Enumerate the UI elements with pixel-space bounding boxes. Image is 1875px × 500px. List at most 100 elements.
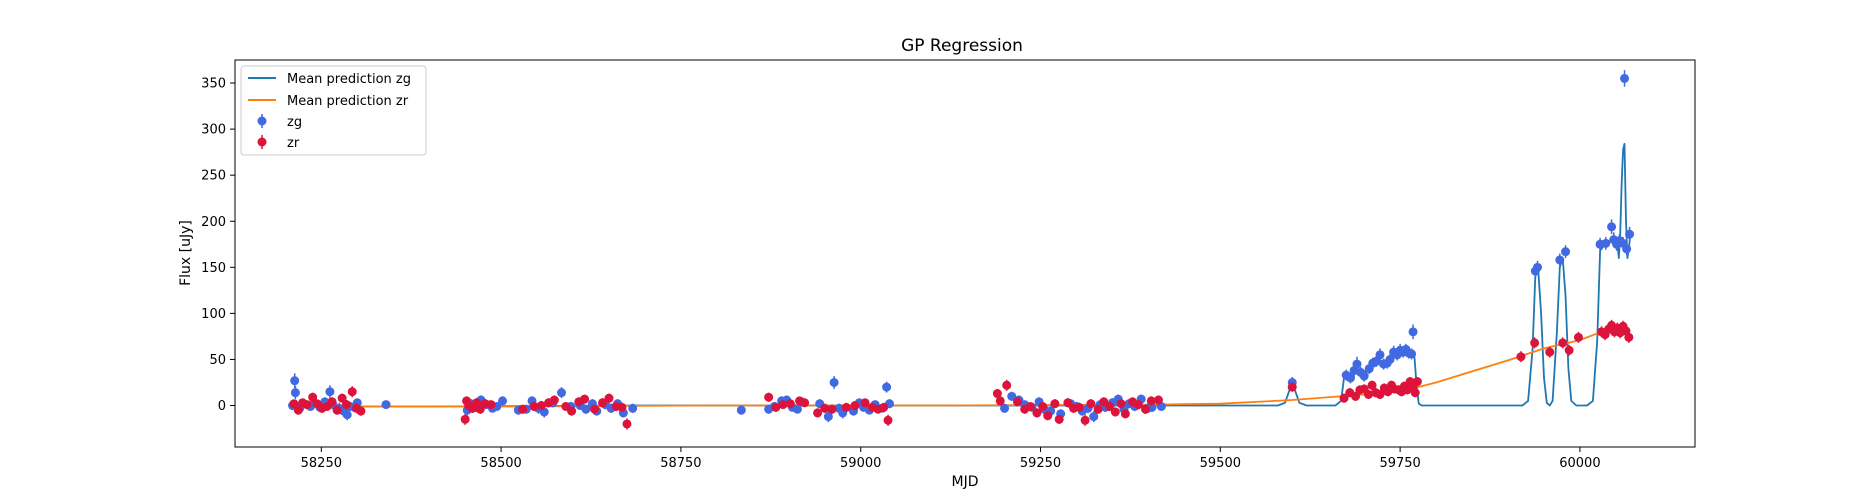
data-point-zr (341, 400, 351, 410)
data-point-zg (1607, 222, 1617, 232)
data-point-zr (598, 398, 608, 408)
data-point-zr (308, 392, 318, 402)
data-point-zr (529, 401, 539, 411)
data-point-zg (1555, 255, 1565, 265)
data-point-zg (290, 376, 300, 386)
y-tick-label: 50 (209, 353, 226, 368)
data-point-zr (580, 394, 590, 404)
data-point-zr (785, 399, 795, 409)
legend: Mean prediction zg Mean prediction zr zg… (240, 65, 427, 156)
data-point-zg (1407, 349, 1417, 359)
data-point-zr (820, 403, 830, 413)
x-tick-label: 58250 (301, 456, 342, 471)
data-point-zr (1086, 399, 1096, 409)
axis-ticks: 58250 58500 58750 59000 59250 59500 59750 60000… (201, 77, 1600, 471)
data-point-zg (1561, 247, 1571, 257)
data-point-zg (557, 388, 567, 398)
data-point-zr (460, 414, 470, 424)
data-point-zr (1339, 393, 1349, 403)
data-point-zr (518, 404, 528, 414)
data-point-zr (327, 397, 337, 407)
x-tick-label: 59000 (840, 456, 881, 471)
data-point-zg (1408, 327, 1418, 337)
data-point-zr (1375, 389, 1385, 399)
data-point-zg (498, 396, 508, 406)
data-point-zr (1363, 389, 1373, 399)
legend-label-mean-zr: Mean prediction zr (287, 94, 409, 109)
data-point-zg (1620, 73, 1630, 83)
data-point-zr (841, 402, 851, 412)
data-point-zr (1080, 415, 1090, 425)
y-tick-label: 300 (201, 123, 226, 138)
data-point-zr (992, 389, 1002, 399)
data-point-zg (1622, 244, 1632, 254)
data-point-zr (800, 398, 810, 408)
data-point-zr (1516, 352, 1526, 362)
data-point-zr (1564, 345, 1574, 355)
data-point-zr (995, 396, 1005, 406)
y-axis-label: Flux [uJy] (178, 220, 194, 286)
data-point-zg (325, 387, 335, 397)
data-point-zr (1025, 401, 1035, 411)
data-point-zg (381, 400, 391, 410)
data-point-zr (293, 405, 303, 415)
x-tick-label: 59250 (1020, 456, 1061, 471)
data-point-zr (1367, 380, 1377, 390)
data-point-zr (590, 404, 600, 414)
data-point-zr (1120, 409, 1130, 419)
data-point-zg (829, 378, 839, 387)
data-point-zg (1007, 391, 1017, 401)
x-axis-label: MJD (952, 474, 979, 490)
legend-marker-zr (257, 137, 267, 147)
data-point-zr (883, 415, 893, 425)
legend-marker-zg (257, 116, 267, 126)
data-point-zr (567, 406, 577, 416)
data-point-zr (617, 402, 627, 412)
series-line-mean-prediction-zg (288, 143, 1632, 408)
series-points-zr (289, 319, 1634, 430)
legend-label-zg: zg (287, 115, 302, 130)
legend-label-zr: zr (287, 136, 300, 151)
data-point-zr (1412, 377, 1422, 387)
data-point-zr (1530, 338, 1540, 348)
series-line-mean-prediction-zr (288, 329, 1631, 408)
data-point-zr (827, 404, 837, 414)
data-point-zg (1000, 403, 1010, 413)
data-point-zr (332, 405, 342, 415)
x-tick-label: 59750 (1379, 456, 1420, 471)
data-point-zr (1074, 402, 1084, 412)
data-point-zr (1146, 396, 1156, 406)
data-point-zr (536, 401, 546, 411)
data-point-zr (879, 402, 889, 412)
data-point-zg (1089, 412, 1099, 422)
y-tick-label: 150 (201, 261, 226, 276)
data-point-zr (1050, 399, 1060, 409)
data-point-zr (1038, 401, 1048, 411)
data-point-zr (778, 400, 788, 410)
y-tick-label: 0 (218, 399, 226, 414)
data-point-zr (1116, 399, 1126, 409)
data-point-zr (771, 402, 781, 412)
data-point-zr (1624, 332, 1634, 342)
data-point-zr (549, 395, 559, 405)
data-point-zg (342, 410, 352, 420)
data-point-zg (581, 404, 591, 414)
y-tick-label: 250 (201, 169, 226, 184)
data-point-zr (1063, 398, 1073, 408)
data-point-zr (1002, 380, 1012, 390)
chart-title: GP Regression (901, 36, 1023, 56)
data-point-zr (764, 392, 774, 402)
axes-frame (234, 59, 1696, 448)
data-point-zr (1351, 391, 1361, 401)
data-point-zr (1054, 414, 1064, 424)
y-tick-label: 100 (201, 307, 226, 322)
data-point-zr (1410, 388, 1420, 398)
data-point-zg (1532, 262, 1542, 272)
x-tick-label: 60000 (1559, 456, 1600, 471)
plot-area (288, 70, 1635, 430)
data-point-zr (622, 419, 632, 429)
data-point-zg (1345, 373, 1355, 383)
data-point-zg (1375, 350, 1385, 360)
data-point-zr (1153, 395, 1163, 405)
